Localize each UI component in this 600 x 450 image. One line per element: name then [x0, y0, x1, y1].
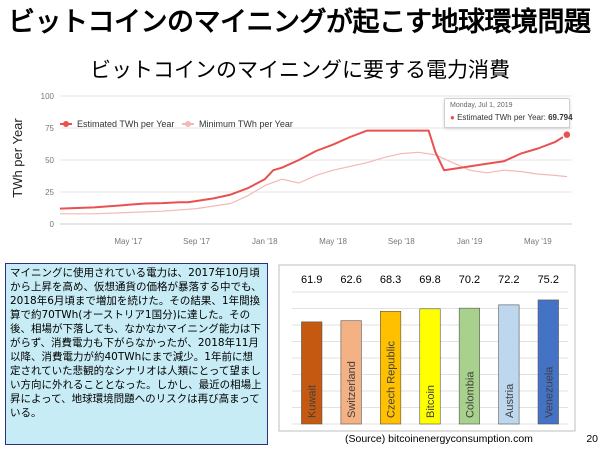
chart-legend[interactable]: Estimated TWh per Year Minimum TWh per Y… — [60, 119, 293, 129]
series-line-estimated — [59, 129, 568, 210]
y-tick-label: 75 — [45, 124, 54, 133]
bar-category-label: Austria — [504, 383, 516, 418]
tooltip-date: Monday, Jul 1, 2019 — [450, 102, 513, 109]
bar-value-label: 70.2 — [459, 274, 480, 286]
bar-venezuela — [537, 299, 559, 425]
bar-value-labels: 61.9 62.6 68.3 69.8 70.2 72.2 75.2 — [301, 274, 559, 286]
source-note: (Source) bitcoinenergyconsumption.com — [345, 433, 533, 445]
line-chart: 100 75 50 25 0 May '17 Sep '17 Jan '18 May '18 S… — [10, 92, 572, 246]
y-gridlines — [60, 95, 572, 225]
chart-tooltip: Monday, Jul 1, 2019 ● Estimated TWh per … — [444, 98, 573, 128]
bar-kuwait — [301, 321, 323, 425]
series-lines — [59, 129, 572, 215]
bars — [301, 299, 559, 425]
bar-value-label: 72.2 — [498, 274, 519, 286]
x-tick-label: Sep '17 — [183, 237, 210, 246]
y-tick-label: 100 — [41, 92, 55, 101]
legend-marker-minimum — [185, 121, 191, 127]
legend-marker-estimated — [63, 121, 69, 127]
tooltip-value: 69.794 — [548, 113, 573, 122]
legend-label-minimum: Minimum TWh per Year — [199, 119, 293, 129]
tooltip-label: Estimated TWh per Year: — [457, 113, 546, 122]
description-text-box: マイニングに使用されている電力は、2017年10月頃から上昇を高め、仮想通貨の価… — [5, 263, 268, 445]
chart-subtitle: ビットコインのマイニングに要する電力消費 — [90, 58, 510, 82]
bar-category-label: Colombia — [464, 371, 476, 418]
y-tick-label: 25 — [45, 188, 54, 197]
tooltip-dot-icon: ● — [450, 113, 455, 122]
x-tick-label: May '18 — [319, 237, 347, 246]
y-tick-labels: 100 75 50 25 0 — [41, 92, 55, 229]
highlight-point[interactable] — [562, 129, 572, 140]
bar-category-label: Czech Republic — [386, 340, 398, 418]
y-tick-label: 0 — [50, 220, 55, 229]
series-line-minimum — [60, 151, 567, 215]
bar-czech-republic — [380, 311, 402, 425]
bar-category-label: Venezuela — [543, 366, 555, 418]
bar-bitcoin — [419, 308, 441, 425]
bar-value-label: 68.3 — [380, 274, 401, 286]
bar-category-label: Kuwait — [307, 385, 319, 418]
bar-value-label: 61.9 — [301, 274, 322, 286]
x-tick-label: May '19 — [524, 237, 552, 246]
x-tick-label: Jan '18 — [252, 237, 278, 246]
page-number: 20 — [586, 433, 598, 445]
slide-title: ビットコインのマイニングが起こす地球環境問題 — [8, 7, 591, 38]
bar-value-label: 75.2 — [538, 274, 559, 286]
x-tick-label: Jan '19 — [457, 237, 483, 246]
y-tick-label: 50 — [45, 156, 54, 165]
bar-value-label: 69.8 — [419, 274, 440, 286]
x-tick-label: May '17 — [114, 237, 142, 246]
bar-value-label: 62.6 — [340, 274, 361, 286]
x-tick-labels: May '17 Sep '17 Jan '18 May '18 Sep '18 Jan '… — [114, 237, 552, 246]
y-axis-label: TWh per Year — [10, 118, 25, 198]
bar-category-label: Switzerland — [346, 361, 358, 418]
legend-label-estimated: Estimated TWh per Year — [77, 119, 174, 129]
bar-colombia — [458, 307, 480, 425]
bar-chart: 61.9 62.6 68.3 69.8 70.2 72.2 75.2 Kuwait Switz… — [278, 264, 576, 432]
bar-switzerland — [340, 320, 362, 425]
bar-austria — [498, 304, 520, 425]
x-tick-label: Sep '18 — [388, 237, 415, 246]
bar-category-label: Bitcoin — [425, 385, 437, 418]
bar-category-labels: Kuwait Switzerland Czech Republic Bitcoin Co… — [307, 340, 556, 418]
